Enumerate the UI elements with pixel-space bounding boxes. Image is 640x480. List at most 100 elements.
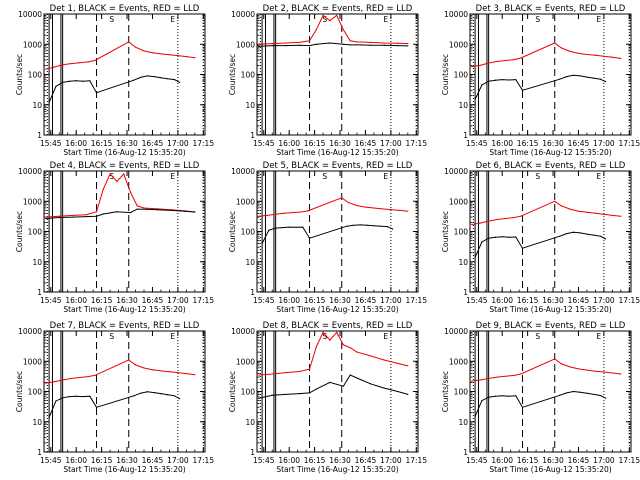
x-tick-label: 17:15 xyxy=(192,296,214,305)
series-events-point xyxy=(136,208,138,210)
series-lld-point xyxy=(496,60,498,63)
y-tick-label: 10 xyxy=(32,101,42,110)
annotation-end: E xyxy=(383,332,388,341)
series-lld-point xyxy=(471,223,473,226)
series-events-point xyxy=(194,211,196,213)
series-events-point xyxy=(268,229,270,231)
series-events-line xyxy=(258,42,408,47)
y-tick-label: 10 xyxy=(245,258,255,267)
series-lld-point xyxy=(554,42,556,44)
x-tick-label: 15:45 xyxy=(466,456,488,465)
x-tick-label: 16:15 xyxy=(304,296,326,305)
series-events-point xyxy=(167,394,169,396)
y-axis-label: Counts/sec xyxy=(15,211,24,252)
annotation-end: E xyxy=(170,332,175,341)
series-lld-point xyxy=(577,368,580,370)
series-lld-point xyxy=(85,214,87,216)
x-tick-label: 16:00 xyxy=(65,296,87,305)
series-lld-point xyxy=(143,207,145,209)
x-axis-label: Start Time (16-Aug-12 15:35:20) xyxy=(276,148,398,157)
series-lld-point xyxy=(381,208,384,210)
series-events-point xyxy=(501,236,503,238)
series-events-point xyxy=(75,80,77,82)
series-lld-point xyxy=(577,52,580,54)
series-events-point xyxy=(95,406,98,408)
x-tick-label: 16:45 xyxy=(142,296,164,305)
series-events-point xyxy=(515,78,517,81)
series-lld-point xyxy=(397,42,399,44)
series-lld-point xyxy=(496,218,498,221)
series-events-line xyxy=(258,374,408,399)
y-tick-label: 1000 xyxy=(236,357,255,366)
series-lld-point xyxy=(594,370,597,372)
series-lld-point xyxy=(620,57,622,60)
y-axis-label: Counts/sec xyxy=(228,211,237,252)
x-tick-label: 16:15 xyxy=(91,296,113,305)
series-events-line xyxy=(474,390,606,417)
series-lld-line xyxy=(45,359,195,384)
series-events-point xyxy=(579,391,581,393)
series-lld-point xyxy=(488,220,490,222)
series-lld-point xyxy=(603,371,605,373)
series-lld-point xyxy=(315,346,317,348)
series-events-point xyxy=(397,390,399,393)
series-lld-point xyxy=(123,173,125,175)
series-lld-point xyxy=(70,377,72,380)
series-events-point xyxy=(160,77,162,79)
panel-title: Det 9, BLACK = Events, RED = LLD xyxy=(476,321,626,331)
x-tick-label: 16:00 xyxy=(278,139,300,148)
series-lld-point xyxy=(488,377,490,380)
series-events-point xyxy=(342,43,345,45)
series-lld-point xyxy=(390,208,392,211)
series-events-point xyxy=(373,225,375,227)
series-lld-point xyxy=(329,339,331,341)
x-tick-label: 16:15 xyxy=(517,296,539,305)
series-lld-point xyxy=(129,191,132,193)
series-events-point xyxy=(481,241,483,243)
series-lld-point xyxy=(398,209,400,211)
series-lld-point xyxy=(78,376,81,379)
panel-title: Det 7, BLACK = Events, RED = LLD xyxy=(50,321,200,331)
x-tick-label: 16:15 xyxy=(91,456,113,465)
series-lld-point xyxy=(307,210,309,212)
series-events-point xyxy=(342,385,345,387)
x-tick-label: 15:45 xyxy=(466,139,488,148)
x-tick-label: 16:15 xyxy=(517,456,539,465)
series-events-point xyxy=(140,76,142,79)
series-events-point xyxy=(349,374,351,376)
x-tick-label: 15:45 xyxy=(253,456,275,465)
series-events-point xyxy=(288,226,290,228)
y-tick-label: 100 xyxy=(241,228,256,237)
x-axis-label: Start Time (16-Aug-12 15:35:20) xyxy=(489,465,611,474)
series-events-point xyxy=(559,78,561,80)
annotation-end: E xyxy=(170,15,175,24)
series-lld-point xyxy=(560,205,563,207)
series-events-point xyxy=(178,398,181,400)
series-lld-point xyxy=(258,374,260,376)
y-tick-label: 1 xyxy=(463,131,468,140)
series-events-point xyxy=(275,227,277,229)
y-tick-label: 10000 xyxy=(444,167,468,176)
series-lld-point xyxy=(45,216,47,218)
y-tick-label: 1000 xyxy=(449,40,468,49)
y-tick-label: 1000 xyxy=(23,197,42,206)
x-tick-label: 16:45 xyxy=(355,456,377,465)
x-tick-label: 17:00 xyxy=(167,456,189,465)
series-events-point xyxy=(89,395,91,397)
series-events-point xyxy=(521,247,524,249)
series-events-point xyxy=(129,212,132,214)
series-lld-point xyxy=(160,370,162,372)
series-events-point xyxy=(508,395,510,397)
y-tick-label: 100 xyxy=(28,228,43,237)
panel-title: Det 5, BLACK = Events, RED = LLD xyxy=(263,161,413,171)
series-events-point xyxy=(68,80,71,82)
y-tick-label: 10 xyxy=(32,418,42,427)
series-lld-point xyxy=(136,205,138,207)
x-axis-label: Start Time (16-Aug-12 15:35:20) xyxy=(63,148,185,157)
annotation-start: S xyxy=(109,332,114,341)
x-tick-label: 17:15 xyxy=(405,139,427,148)
x-tick-label: 17:00 xyxy=(593,296,615,305)
series-events-line xyxy=(261,224,393,244)
series-lld-point xyxy=(53,66,55,68)
series-lld-point xyxy=(285,372,287,374)
